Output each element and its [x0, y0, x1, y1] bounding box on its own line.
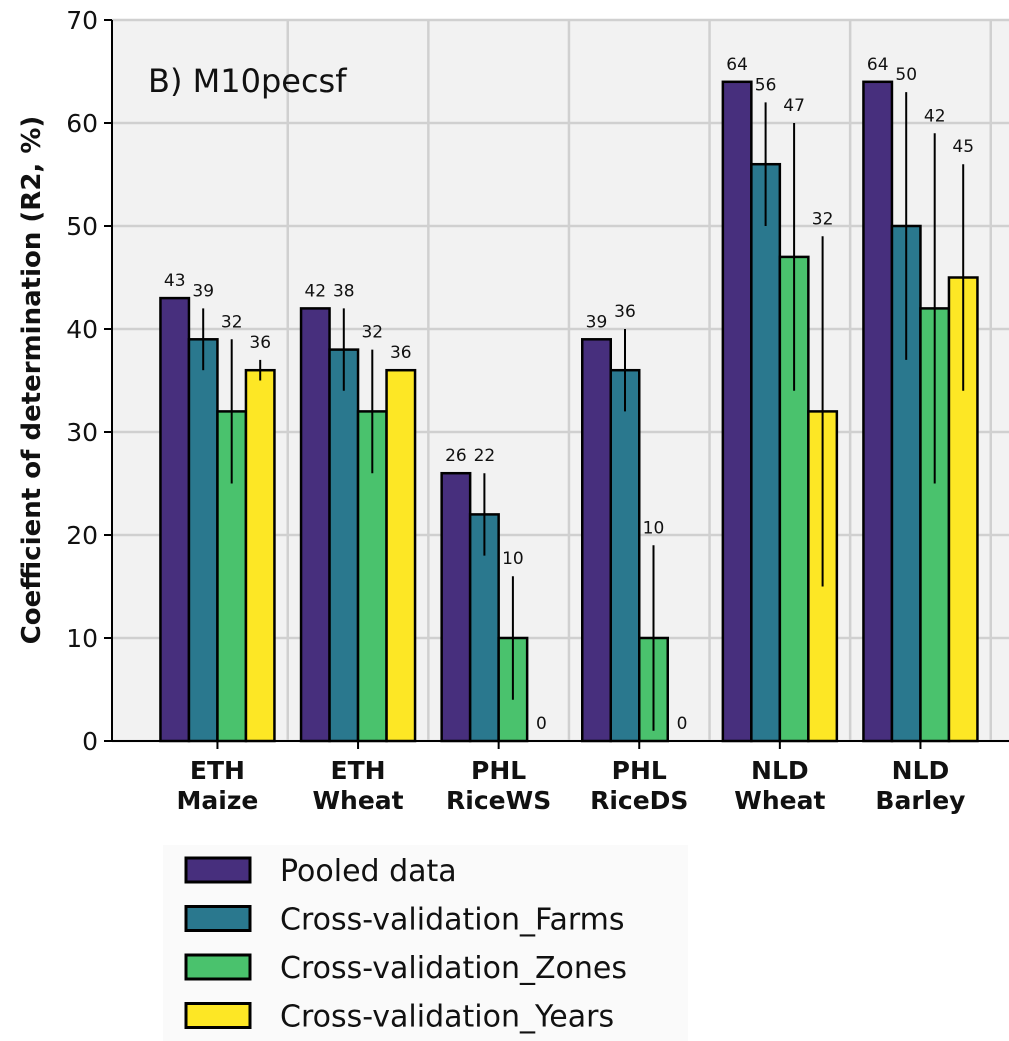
- bar: [863, 82, 892, 741]
- x-tick-label: NLD: [892, 756, 950, 785]
- data-label: 64: [726, 55, 748, 75]
- x-tick-label: NLD: [751, 756, 809, 785]
- y-tick-label: 60: [66, 109, 98, 138]
- legend-label: Pooled data: [280, 854, 457, 889]
- y-tick-label: 30: [66, 418, 98, 447]
- data-label: 39: [192, 281, 214, 301]
- data-label: 43: [164, 271, 186, 291]
- x-tick-label: PHL: [612, 756, 667, 785]
- y-tick-label: 10: [66, 624, 98, 653]
- x-tick-label: ETH: [331, 756, 386, 785]
- legend-label: Cross-validation_Zones: [280, 951, 627, 986]
- x-tick-label: RiceDS: [590, 786, 688, 815]
- bar: [387, 370, 416, 741]
- data-label: 42: [924, 106, 946, 126]
- data-label: 32: [361, 323, 383, 343]
- bar: [751, 164, 780, 741]
- legend-swatch: [186, 907, 250, 931]
- legend-swatch: [186, 858, 250, 882]
- data-label: 36: [614, 302, 636, 322]
- legend-label: Cross-validation_Farms: [280, 903, 625, 938]
- data-label: 26: [445, 446, 467, 466]
- data-label: 42: [304, 281, 326, 301]
- x-tick-label: RiceWS: [446, 786, 551, 815]
- x-tick-label: PHL: [471, 756, 526, 785]
- y-tick-label: 20: [66, 521, 98, 550]
- x-tick-label: Wheat: [312, 786, 403, 815]
- data-label: 38: [333, 281, 355, 301]
- x-tick-label: Maize: [177, 786, 259, 815]
- y-tick-label: 40: [66, 315, 98, 344]
- data-label: 45: [952, 137, 974, 157]
- data-label: 32: [221, 312, 243, 332]
- legend-swatch: [186, 955, 250, 979]
- data-label: 22: [474, 446, 496, 466]
- bar: [246, 370, 275, 741]
- bar: [301, 308, 330, 741]
- y-tick-label: 50: [66, 212, 98, 241]
- legend-swatch: [186, 1004, 250, 1028]
- bar: [582, 339, 611, 741]
- data-label: 56: [755, 75, 777, 95]
- data-label: 64: [867, 55, 889, 75]
- chart-title: B) M10pecsf: [148, 62, 347, 100]
- data-label: 47: [783, 96, 805, 116]
- data-label: 10: [643, 518, 665, 538]
- x-tick-label: ETH: [190, 756, 245, 785]
- bar: [330, 350, 359, 741]
- data-label: 39: [586, 312, 608, 332]
- y-tick-label: 70: [66, 6, 98, 35]
- data-label: 32: [812, 209, 834, 229]
- data-label: 36: [390, 343, 412, 363]
- chart: 43 42 26 39 64 64 39 38 22 36 56 50 32 32 10 10 47 42 36 36…: [0, 0, 1009, 1041]
- data-label: 36: [249, 333, 271, 353]
- data-label: 50: [895, 65, 917, 85]
- bar: [189, 339, 218, 741]
- data-label: 0: [536, 714, 547, 734]
- x-tick-label: Wheat: [734, 786, 825, 815]
- y-axis-label: Coefficient of determination (R2, %): [17, 116, 47, 645]
- bar: [442, 473, 471, 741]
- bar: [611, 370, 640, 741]
- y-tick-label: 0: [82, 727, 98, 756]
- bar: [160, 298, 189, 741]
- bar: [723, 82, 752, 741]
- legend-label: Cross-validation_Years: [280, 1000, 614, 1035]
- data-label: 0: [677, 714, 688, 734]
- data-label: 10: [502, 549, 524, 569]
- x-tick-label: Barley: [875, 786, 965, 815]
